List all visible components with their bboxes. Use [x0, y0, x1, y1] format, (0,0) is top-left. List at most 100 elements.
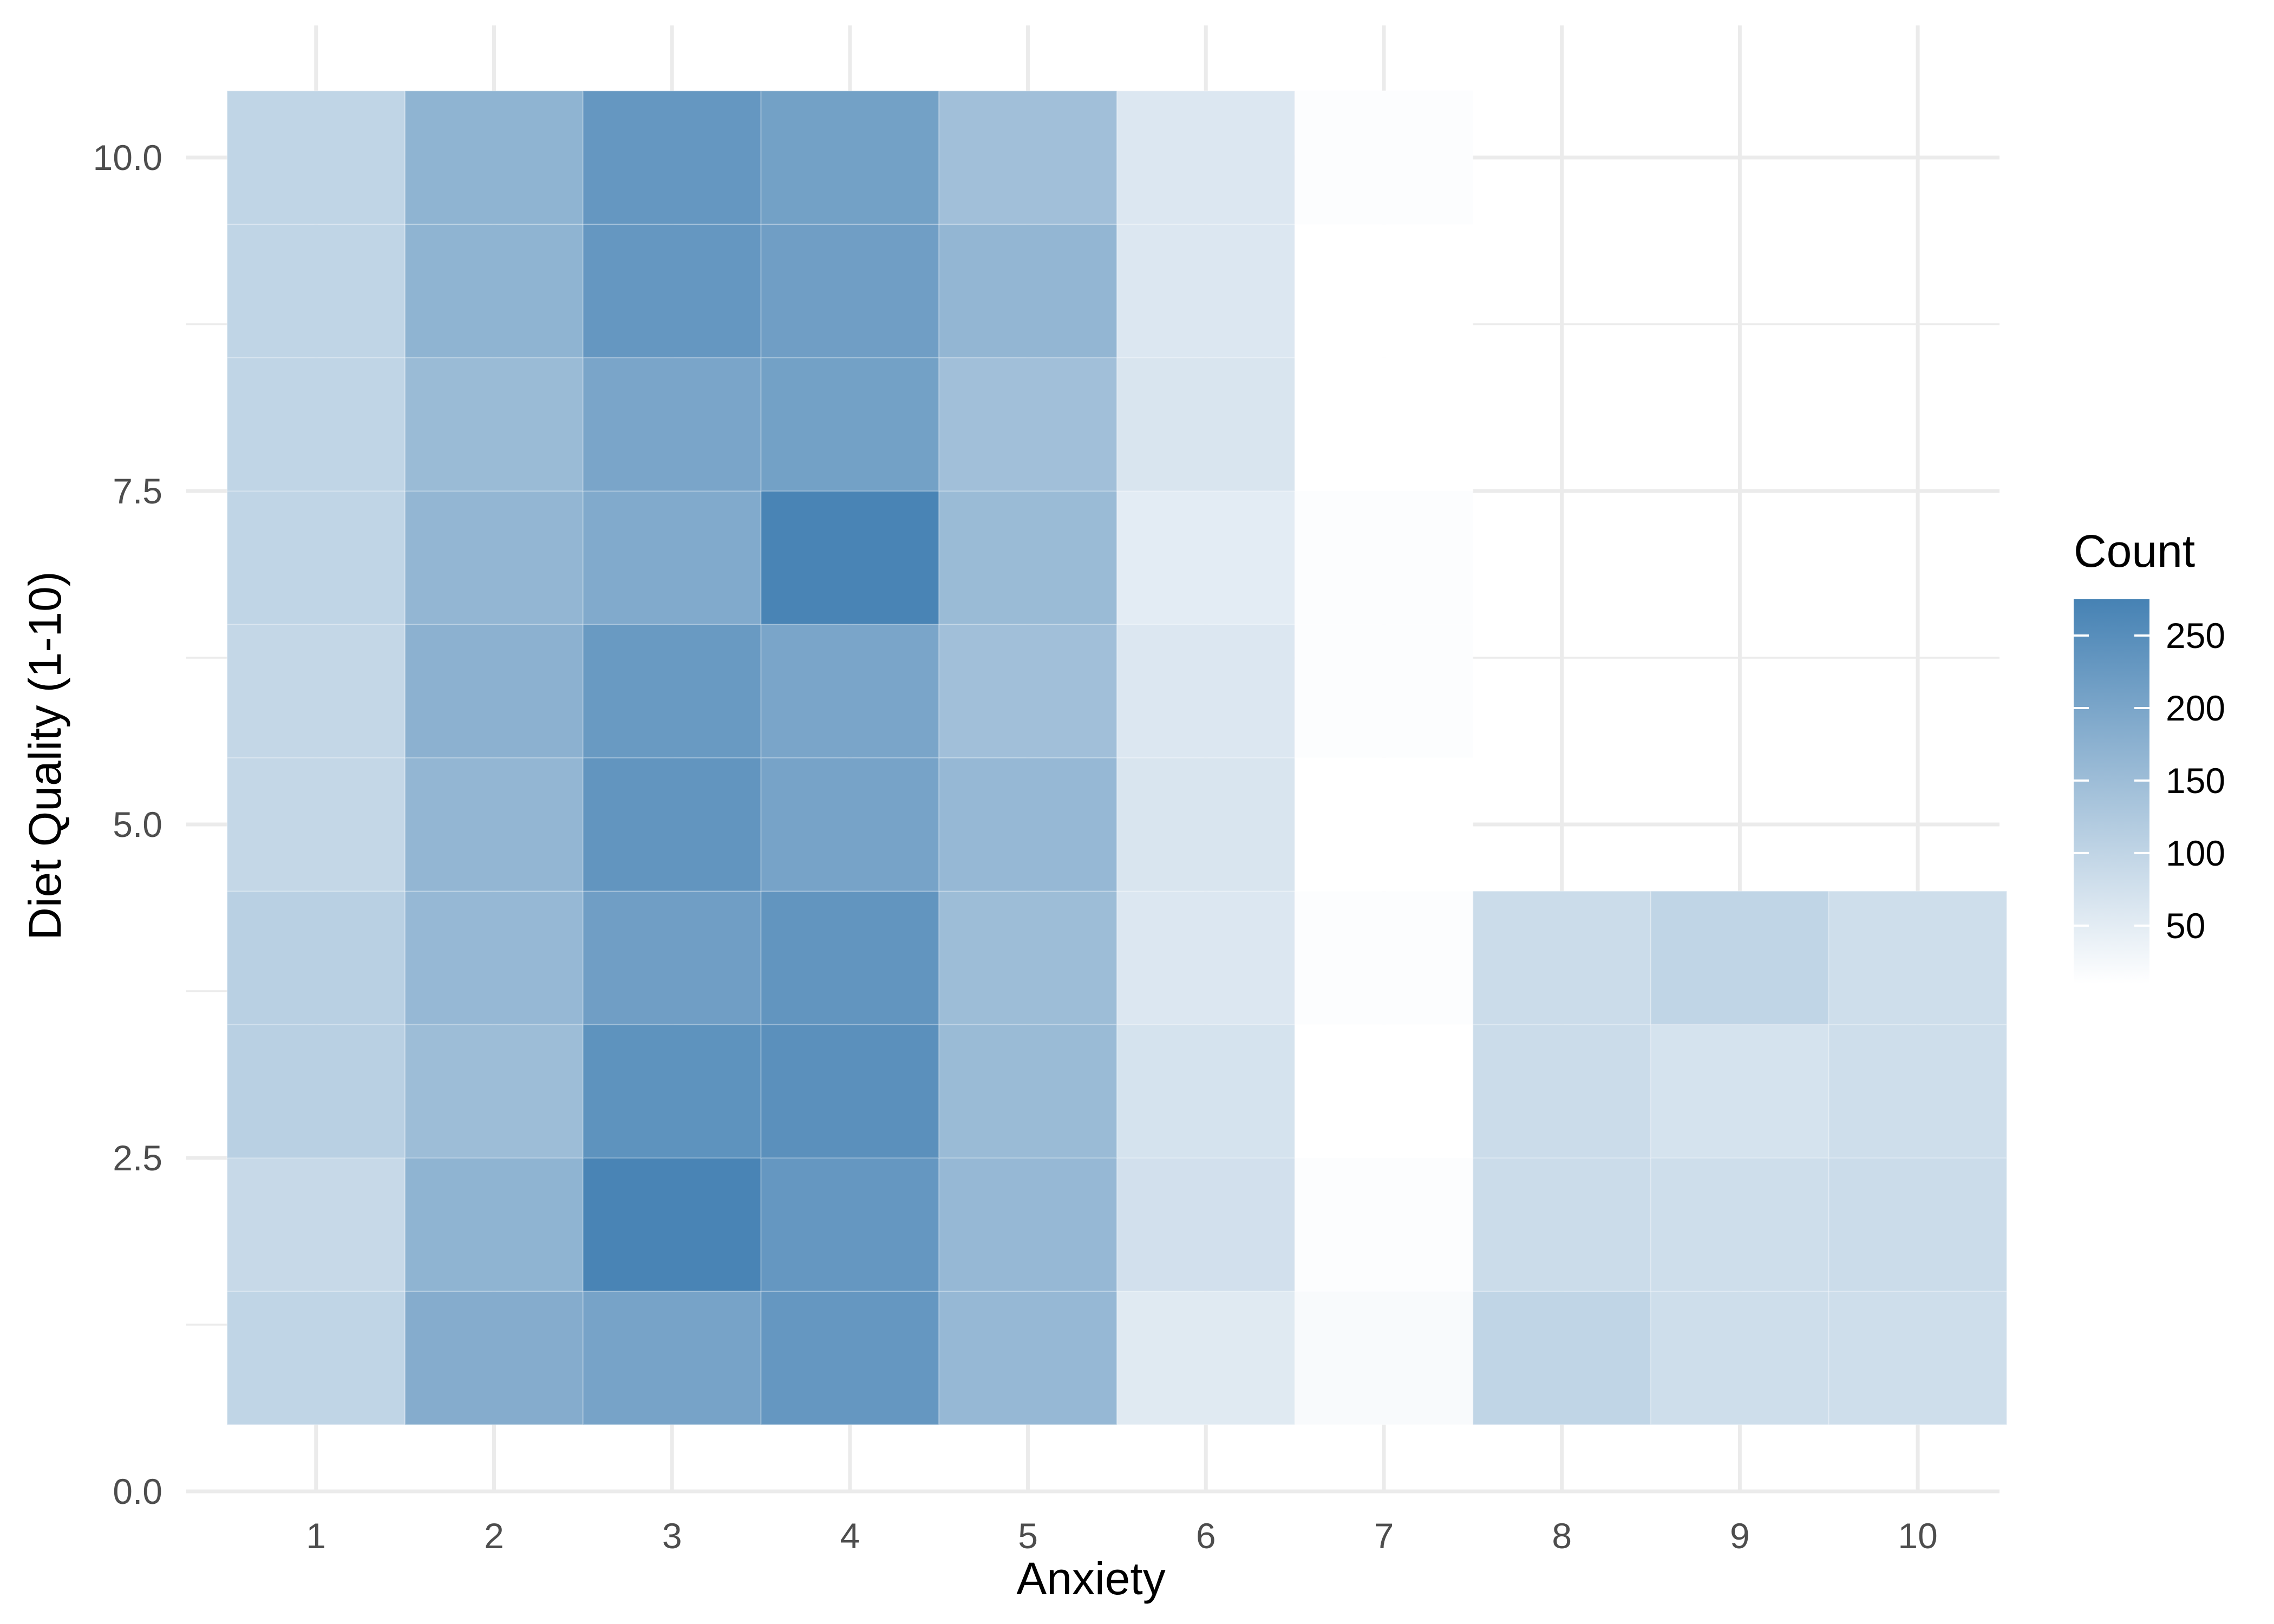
heatmap-cell	[1294, 224, 1474, 358]
heatmap-cell	[582, 1157, 762, 1292]
heatmap-cell	[404, 890, 584, 1025]
y-tick-label: 5.0	[113, 804, 162, 844]
heatmap-cell	[582, 224, 762, 358]
heatmap-cell	[938, 357, 1118, 492]
heatmap-cell	[1116, 1024, 1296, 1158]
heatmap-cell	[226, 890, 406, 1025]
y-tick-label: 0.0	[113, 1471, 162, 1511]
heatmap-cell	[404, 1157, 584, 1292]
heatmap-cell	[938, 1024, 1118, 1158]
heatmap-cell	[1294, 1157, 1474, 1292]
y-axis-title: Diet Quality (1-10)	[19, 571, 70, 940]
heatmap-cell	[1116, 90, 1296, 225]
heatmap-cell	[760, 224, 940, 358]
heatmap-cell	[404, 624, 584, 758]
heatmap-cell	[1650, 1157, 1829, 1292]
heatmap-cell	[582, 1291, 762, 1425]
heatmap-cell	[938, 624, 1118, 758]
heatmap-cell	[760, 1024, 940, 1158]
heatmap-cell	[1294, 357, 1474, 492]
heatmap-cell	[226, 1291, 406, 1425]
heatmap-cell	[582, 624, 762, 758]
heatmap-cell	[760, 1157, 940, 1292]
heatmap-cell	[582, 890, 762, 1025]
heatmap-cell	[938, 224, 1118, 358]
heatmap-cell	[938, 757, 1118, 892]
heatmap-cell	[1294, 890, 1474, 1025]
legend-title: Count	[2074, 526, 2195, 577]
heatmap-cell	[404, 224, 584, 358]
y-tick-label: 2.5	[113, 1138, 162, 1178]
heatmap-cell	[1472, 1024, 1652, 1158]
x-tick-label: 9	[1730, 1516, 1750, 1556]
heatmap-cell	[1472, 1157, 1652, 1292]
heatmap-cell	[760, 1291, 940, 1425]
heatmap-cell	[226, 1024, 406, 1158]
heatmap-cell	[1116, 490, 1296, 625]
x-axis-ticks: 1 2 3 4 5 6 7 8 9 10	[306, 1516, 1937, 1556]
heatmap-cell	[938, 1291, 1118, 1425]
heatmap-cell	[404, 90, 584, 225]
heatmap-cell	[1828, 1291, 2008, 1425]
legend-colorbar	[2074, 599, 2149, 984]
heatmap-cell	[1116, 1291, 1296, 1425]
heatmap-cell	[1294, 90, 1474, 225]
heatmap-cell	[582, 490, 762, 625]
heatmap-cells	[226, 90, 2008, 1425]
heatmap-cell	[1116, 1157, 1296, 1292]
color-legend: Count 50 100 150 200 250	[2074, 526, 2225, 984]
heatmap-cell	[226, 90, 406, 225]
legend-tick-label: 250	[2166, 615, 2225, 656]
heatmap-cell	[1116, 624, 1296, 758]
x-tick-label: 5	[1018, 1516, 1038, 1556]
heatmap-cell	[1828, 1024, 2008, 1158]
heatmap-cell	[760, 357, 940, 492]
heatmap-cell	[1828, 890, 2008, 1025]
heatmap-cell	[1294, 624, 1474, 758]
heatmap-cell	[226, 624, 406, 758]
legend-tick-label: 150	[2166, 761, 2225, 801]
heatmap-cell	[582, 757, 762, 892]
heatmap-cell	[1116, 890, 1296, 1025]
heatmap-cell	[1472, 890, 1652, 1025]
heatmap-cell	[938, 90, 1118, 225]
heatmap-cell	[1472, 1291, 1652, 1425]
heatmap-cell	[760, 90, 940, 225]
heatmap-cell	[760, 624, 940, 758]
heatmap-cell	[1294, 1024, 1474, 1158]
heatmap-cell	[938, 490, 1118, 625]
heatmap-cell	[226, 1157, 406, 1292]
heatmap-cell	[1294, 757, 1474, 892]
heatmap-cell	[582, 357, 762, 492]
y-tick-label: 7.5	[113, 471, 162, 511]
x-tick-label: 4	[840, 1516, 860, 1556]
heatmap-cell	[1116, 757, 1296, 892]
x-tick-label: 1	[306, 1516, 326, 1556]
heatmap-cell	[226, 757, 406, 892]
heatmap-cell	[1650, 890, 1829, 1025]
y-axis-ticks: 0.0 2.5 5.0 7.5 10.0	[93, 137, 162, 1511]
heatmap-cell	[1650, 1024, 1829, 1158]
heatmap-cell	[404, 1024, 584, 1158]
legend-tick-label: 100	[2166, 833, 2225, 873]
heatmap-cell	[1650, 1291, 1829, 1425]
heatmap-cell	[760, 757, 940, 892]
heatmap-cell	[1294, 490, 1474, 625]
y-tick-label: 10.0	[93, 137, 162, 178]
heatmap-cell	[1116, 224, 1296, 358]
heatmap-cell	[404, 490, 584, 625]
heatmap-cell	[226, 224, 406, 358]
x-tick-label: 7	[1374, 1516, 1394, 1556]
x-tick-label: 8	[1552, 1516, 1572, 1556]
heatmap-cell	[760, 490, 940, 625]
heatmap-cell	[582, 1024, 762, 1158]
heatmap-cell	[938, 890, 1118, 1025]
legend-ticks: 50 100 150 200 250	[2074, 615, 2225, 946]
x-axis-title: Anxiety	[1016, 1553, 1165, 1604]
x-tick-label: 3	[662, 1516, 682, 1556]
x-tick-label: 6	[1196, 1516, 1216, 1556]
heatmap-cell	[226, 490, 406, 625]
heatmap-cell	[582, 90, 762, 225]
heatmap-cell	[1116, 357, 1296, 492]
